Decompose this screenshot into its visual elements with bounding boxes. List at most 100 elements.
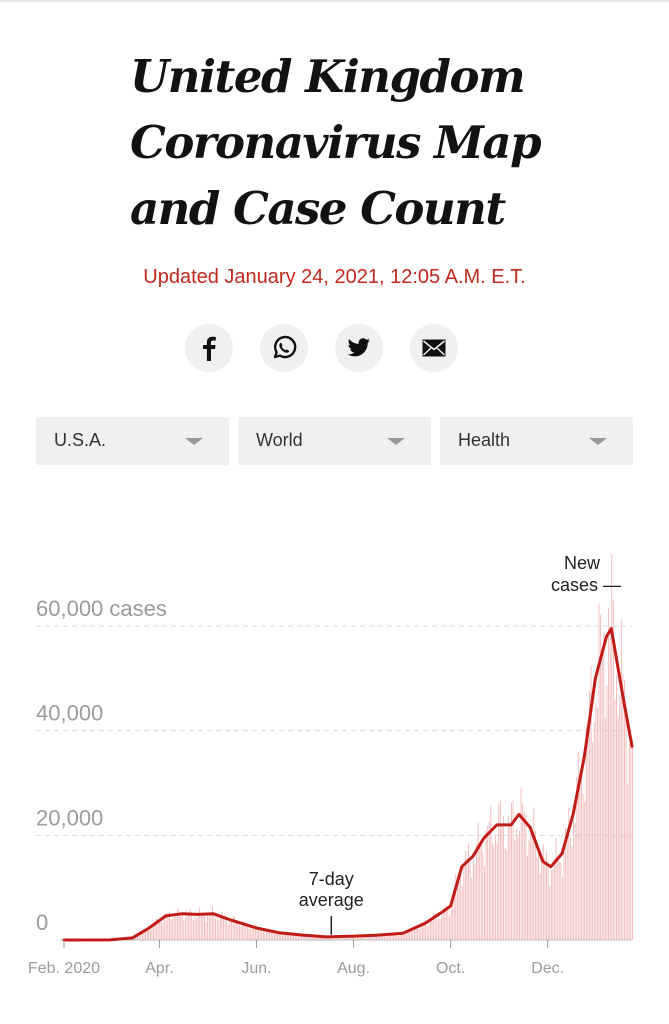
nav-dropdown-health[interactable]: Health [440, 417, 633, 465]
new-cases-bar [439, 919, 441, 940]
new-cases-bar [250, 928, 252, 940]
new-cases-bar [407, 930, 409, 940]
new-cases-bar [620, 620, 622, 940]
new-cases-bar [379, 934, 380, 940]
new-cases-bar [617, 715, 619, 940]
facebook-share-button[interactable] [185, 324, 233, 372]
new-cases-bar [533, 807, 535, 940]
new-cases-bar [525, 814, 527, 940]
new-cases-bar [576, 776, 578, 940]
new-cases-bar [386, 933, 388, 940]
new-cases-bar [205, 921, 207, 940]
new-cases-bar [504, 848, 506, 940]
new-cases-bar [137, 935, 139, 940]
new-cases-bar [246, 922, 248, 940]
new-cases-bar [468, 843, 469, 940]
new-cases-bar [224, 915, 226, 940]
new-cases-bar [592, 742, 594, 940]
new-cases-bar [531, 831, 533, 940]
new-cases-bar [210, 912, 212, 940]
new-cases-bar [565, 827, 567, 940]
whatsapp-share-button[interactable] [260, 324, 308, 372]
new-cases-bar [229, 919, 231, 940]
new-cases-bar [280, 932, 282, 940]
new-cases-bar [219, 914, 221, 940]
new-cases-bar [235, 923, 237, 940]
new-cases-bar [302, 934, 304, 940]
new-cases-bar [479, 845, 481, 940]
new-cases-bar [458, 882, 460, 940]
new-cases-bar [501, 824, 503, 940]
new-cases-bar [477, 822, 479, 940]
new-cases-bar [598, 603, 600, 940]
new-cases-bar [310, 935, 312, 940]
new-cases-bar [218, 920, 220, 940]
email-share-button[interactable] [410, 324, 458, 372]
new-cases-bar [253, 927, 255, 940]
twitter-share-button[interactable] [335, 324, 383, 372]
new-cases-bar [149, 930, 151, 940]
new-cases-bar [269, 929, 271, 940]
new-cases-bar [593, 721, 595, 940]
new-cases-bar [528, 839, 530, 940]
new-cases-bar [402, 932, 404, 940]
new-cases-bar [604, 717, 606, 940]
nav-dropdown-usa[interactable]: U.S.A. [36, 417, 229, 465]
new-cases-bar [175, 916, 177, 940]
new-cases-bar [356, 935, 358, 940]
x-tick-label: Apr. [145, 960, 173, 977]
new-cases-bar [196, 918, 197, 940]
new-cases-bar [595, 703, 597, 940]
new-cases-bar [526, 855, 528, 940]
new-cases-bar [363, 936, 364, 940]
new-cases-bar [487, 825, 489, 940]
new-cases-bar [399, 931, 401, 940]
new-cases-bar [151, 926, 153, 940]
new-cases-bar [309, 935, 310, 940]
new-cases-bar [234, 916, 236, 940]
new-cases-bar [215, 918, 217, 940]
new-cases-bar [200, 912, 202, 940]
nav-dropdown-world[interactable]: World [238, 417, 431, 465]
new-cases-bar [226, 920, 228, 940]
new-cases-bar [337, 936, 339, 940]
new-cases-bar [442, 905, 444, 940]
new-cases-bar [611, 554, 613, 940]
new-cases-bar [616, 674, 617, 940]
new-cases-bar [515, 828, 517, 940]
y-tick-label: 40,000 [36, 701, 103, 726]
new-cases-bar [476, 843, 477, 940]
new-cases-bar [299, 933, 301, 940]
new-cases-bar [140, 934, 142, 940]
new-cases-bar [601, 650, 603, 940]
new-cases-bar [258, 929, 259, 940]
new-cases-bar [170, 920, 172, 940]
new-cases-bar [622, 673, 624, 940]
new-cases-bar [164, 913, 166, 940]
new-cases-bar [237, 923, 239, 940]
new-cases-bar [374, 935, 376, 940]
new-cases-bar [199, 907, 201, 940]
new-cases-bar [162, 922, 164, 940]
x-tick-label: Aug. [337, 960, 370, 977]
new-cases-bar [460, 875, 462, 940]
new-cases-bar [498, 804, 500, 940]
new-cases-bar [192, 919, 194, 940]
page-title-line-2: Coronavirus Map [130, 116, 542, 169]
new-cases-bar [213, 914, 215, 940]
new-cases-bar [469, 861, 471, 940]
new-cases-bar [138, 934, 140, 940]
nav-dropdown-label: U.S.A. [54, 430, 107, 450]
new-cases-bar [539, 873, 541, 940]
new-cases-bar [148, 930, 150, 940]
new-cases-bar [188, 912, 189, 940]
new-cases-bar [511, 802, 512, 940]
new-cases-bar [417, 928, 419, 940]
new-cases-bar [256, 925, 258, 940]
new-cases-bar [547, 865, 549, 940]
new-cases-bar [157, 922, 159, 940]
new-cases-bar [480, 841, 482, 940]
y-tick-label: 0 [36, 910, 48, 935]
new-cases-bar [499, 800, 501, 940]
new-cases-bar [517, 835, 519, 940]
